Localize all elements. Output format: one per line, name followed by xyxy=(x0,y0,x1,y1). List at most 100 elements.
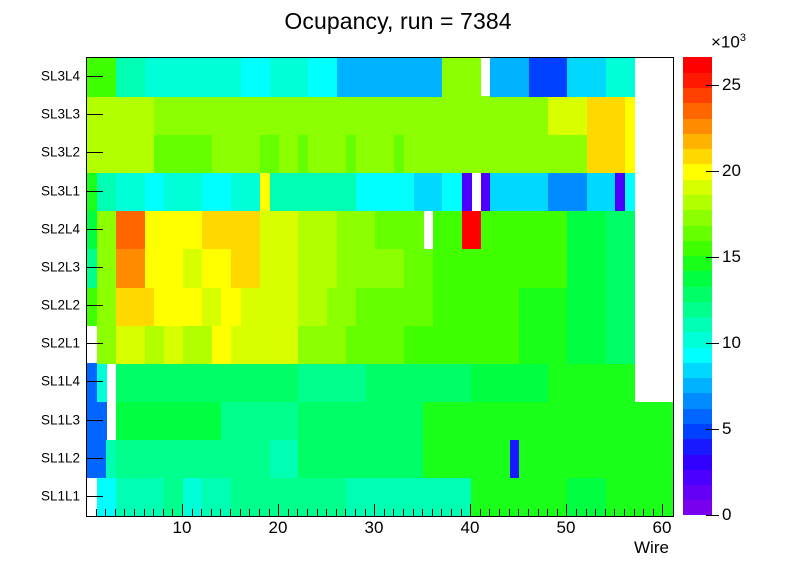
heatmap-cell xyxy=(96,134,107,174)
colorbar-tick-label: 10 xyxy=(722,333,741,352)
heatmap-cell xyxy=(404,172,415,212)
heatmap-cell xyxy=(471,401,482,441)
x-axis-tick xyxy=(278,504,279,516)
heatmap-cell xyxy=(500,477,511,516)
heatmap-cell xyxy=(288,401,299,441)
heatmap-cell xyxy=(346,439,357,479)
colorbar-band xyxy=(683,331,712,348)
heatmap-cell xyxy=(154,287,165,326)
heatmap-cell xyxy=(125,248,136,288)
heatmap-cell xyxy=(327,58,338,97)
heatmap-cell xyxy=(461,172,472,212)
x-axis-tick-label: 10 xyxy=(172,518,192,537)
heatmap-cell xyxy=(567,401,578,441)
heatmap-cell xyxy=(452,439,463,479)
colorbar-band xyxy=(683,301,712,318)
heatmap-cell xyxy=(480,172,492,212)
heatmap-cell xyxy=(279,439,290,479)
heatmap-cell xyxy=(413,325,424,364)
heatmap-cell xyxy=(173,96,184,135)
heatmap-cell xyxy=(202,477,213,516)
heatmap-cell xyxy=(279,134,290,174)
heatmap-cell xyxy=(567,172,578,212)
heatmap-cell xyxy=(596,96,607,135)
x-axis-minor-tick xyxy=(259,509,260,516)
heatmap-cell xyxy=(461,287,472,326)
heatmap-cell xyxy=(115,477,127,516)
heatmap-cell xyxy=(327,134,338,174)
x-axis-minor-tick xyxy=(230,509,231,516)
heatmap-cell xyxy=(192,248,203,288)
heatmap-cell xyxy=(596,477,607,516)
heatmap-cell xyxy=(624,210,636,250)
heatmap-cell xyxy=(240,134,251,174)
heatmap-cell xyxy=(480,439,492,479)
heatmap-cell xyxy=(163,287,175,326)
heatmap-cell xyxy=(509,210,520,250)
heatmap-cell xyxy=(615,134,626,174)
heatmap-cell xyxy=(221,248,232,288)
heatmap-cell xyxy=(211,287,223,326)
heatmap-cell xyxy=(202,134,213,174)
heatmap-cell xyxy=(576,96,588,135)
heatmap-cell xyxy=(461,96,472,135)
heatmap-cell xyxy=(307,210,319,250)
heatmap-cell xyxy=(634,401,645,441)
heatmap-cell xyxy=(269,96,280,135)
heatmap-cell xyxy=(231,325,242,364)
heatmap-cell xyxy=(576,58,588,97)
heatmap-cell xyxy=(288,58,299,97)
heatmap-cell xyxy=(183,96,194,135)
heatmap-cell xyxy=(596,248,607,288)
heatmap-cell xyxy=(634,477,645,516)
heatmap-cell xyxy=(605,172,616,212)
heatmap-cell xyxy=(135,439,146,479)
colorbar-band xyxy=(683,57,712,73)
heatmap-cell xyxy=(567,58,578,97)
heatmap-cell xyxy=(519,325,530,364)
heatmap-cell xyxy=(605,401,616,441)
heatmap-cell xyxy=(432,439,444,479)
heatmap-cell xyxy=(442,96,453,135)
x-axis-minor-tick xyxy=(153,509,154,516)
heatmap-cell xyxy=(231,477,242,516)
heatmap-cell xyxy=(615,439,626,479)
heatmap-cell xyxy=(528,363,540,403)
heatmap-cell xyxy=(125,210,136,250)
heatmap-cell xyxy=(365,477,376,516)
heatmap-cell xyxy=(202,325,213,364)
heatmap-cell xyxy=(557,134,568,174)
heatmap-cell xyxy=(211,172,223,212)
heatmap-cell xyxy=(548,401,559,441)
heatmap-cell xyxy=(269,287,280,326)
heatmap-cell xyxy=(480,134,492,174)
heatmap-cell xyxy=(307,477,319,516)
heatmap-cell xyxy=(375,96,386,135)
colorbar-band xyxy=(683,377,712,394)
heatmap-cell xyxy=(221,210,232,250)
heatmap-cell xyxy=(548,477,559,516)
heatmap-cell xyxy=(615,210,626,250)
heatmap-cell xyxy=(96,287,107,326)
heatmap-cell xyxy=(240,363,251,403)
x-axis-minor-tick xyxy=(192,509,193,516)
heatmap-cell xyxy=(96,248,107,288)
heatmap-cell xyxy=(528,401,540,441)
y-axis-tick-label: SL1L3 xyxy=(40,412,80,428)
heatmap-cell xyxy=(471,58,482,97)
heatmap-cell xyxy=(96,325,107,364)
heatmap-cell xyxy=(221,439,232,479)
heatmap-cell xyxy=(279,172,290,212)
x-axis-tick-label: 40 xyxy=(460,518,480,537)
x-axis-minor-tick xyxy=(220,509,221,516)
y-axis-tick-label: SL2L2 xyxy=(40,297,80,313)
x-axis-minor-tick xyxy=(538,509,539,516)
heatmap-cell xyxy=(384,58,395,97)
heatmap-cell xyxy=(346,401,357,441)
heatmap-cell xyxy=(509,325,520,364)
x-axis-minor-tick xyxy=(355,509,356,516)
heatmap-cell xyxy=(576,363,588,403)
colorbar-exponent-base: ×10 xyxy=(711,32,740,52)
colorbar-band xyxy=(683,316,712,333)
x-axis-minor-tick xyxy=(461,509,462,516)
